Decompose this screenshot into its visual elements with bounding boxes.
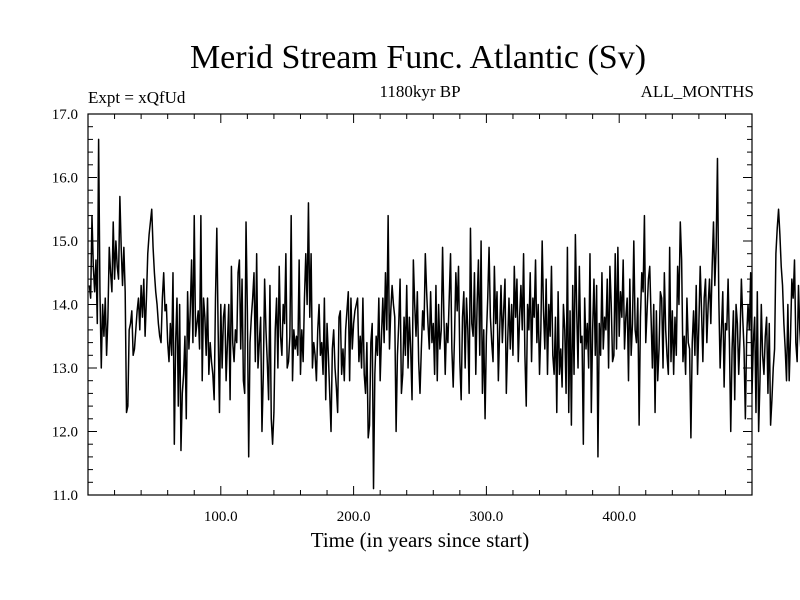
axis-tick-labels: 11.0 12.0 13.0 14.0 15.0 16.0 17.0 100.0 200.0 30… [52, 107, 636, 525]
series-line [88, 138, 800, 490]
y-tick-label: 15.0 [52, 234, 78, 250]
x-tick-label: 100.0 [204, 509, 238, 525]
y-tick-label: 11.0 [52, 488, 78, 504]
x-tick-label: 200.0 [337, 509, 371, 525]
y-tick-label: 17.0 [52, 107, 78, 123]
x-tick-label: 300.0 [470, 509, 504, 525]
series-group [88, 138, 800, 490]
axis-ticks [88, 113, 752, 496]
period-label: 1180kyr BP [379, 82, 461, 101]
experiment-label: Expt = xQfUd [88, 88, 186, 107]
y-tick-label: 14.0 [52, 298, 78, 314]
x-tick-label: 400.0 [602, 509, 636, 525]
chart-title: Merid Stream Func. Atlantic (Sv) [189, 39, 647, 76]
months-label: ALL_MONTHS [640, 82, 754, 101]
y-tick-label: 16.0 [52, 171, 78, 187]
y-tick-label: 13.0 [52, 361, 78, 377]
y-tick-label: 12.0 [52, 425, 78, 441]
x-axis-label: Time (in years since start) [310, 528, 530, 552]
